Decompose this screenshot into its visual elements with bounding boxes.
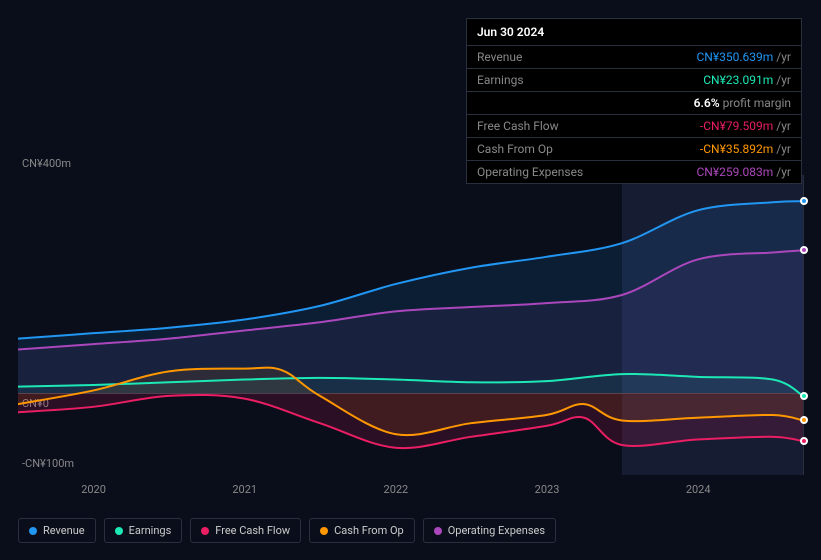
- x-tick: 2020: [81, 483, 106, 496]
- legend-dot-icon: [29, 527, 37, 535]
- legend-item[interactable]: Operating Expenses: [423, 518, 556, 543]
- x-tick: 2024: [686, 483, 711, 496]
- tooltip-row: Free Cash Flow-CN¥79.509m/yr: [467, 115, 801, 138]
- series-end-marker: [800, 437, 808, 445]
- hover-tooltip: Jun 30 2024 RevenueCN¥350.639m/yrEarning…: [466, 18, 802, 184]
- tooltip-row: RevenueCN¥350.639m/yr: [467, 46, 801, 69]
- legend-dot-icon: [320, 527, 328, 535]
- legend-item[interactable]: Revenue: [18, 518, 96, 543]
- series-end-marker: [800, 392, 808, 400]
- tooltip-row: Cash From Op-CN¥35.892m/yr: [467, 138, 801, 161]
- x-axis: 2020 2021 2022 2023 2024: [18, 483, 804, 503]
- x-tick: 2021: [232, 483, 257, 496]
- series-end-marker: [800, 246, 808, 254]
- tooltip-date: Jun 30 2024: [467, 19, 801, 46]
- tooltip-row: 6.6% profit margin: [467, 92, 801, 115]
- legend-item[interactable]: Cash From Op: [309, 518, 415, 543]
- legend-item[interactable]: Earnings: [104, 518, 183, 543]
- legend-dot-icon: [201, 527, 209, 535]
- legend-label: Free Cash Flow: [215, 524, 290, 537]
- legend-label: Operating Expenses: [448, 524, 545, 537]
- chart-area: CN¥400m CN¥0 -CN¥100m: [18, 155, 804, 480]
- legend: Revenue Earnings Free Cash Flow Cash From O…: [18, 518, 556, 543]
- line-chart-svg: [18, 175, 803, 475]
- x-tick: 2022: [384, 483, 409, 496]
- tooltip-row: Operating ExpensesCN¥259.083m/yr: [467, 161, 801, 183]
- legend-dot-icon: [434, 527, 442, 535]
- y-tick-400: CN¥400m: [22, 157, 71, 170]
- series-end-marker: [800, 416, 808, 424]
- legend-label: Revenue: [43, 524, 85, 537]
- legend-dot-icon: [115, 527, 123, 535]
- legend-label: Earnings: [129, 524, 172, 537]
- legend-item[interactable]: Free Cash Flow: [190, 518, 301, 543]
- tooltip-row: EarningsCN¥23.091m/yr: [467, 69, 801, 92]
- series-end-marker: [800, 197, 808, 205]
- plot-region[interactable]: [18, 175, 804, 475]
- x-tick: 2023: [535, 483, 560, 496]
- legend-label: Cash From Op: [334, 524, 404, 537]
